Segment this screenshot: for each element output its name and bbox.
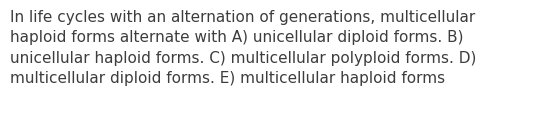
Text: In life cycles with an alternation of generations, multicellular
haploid forms a: In life cycles with an alternation of ge… bbox=[10, 10, 477, 86]
